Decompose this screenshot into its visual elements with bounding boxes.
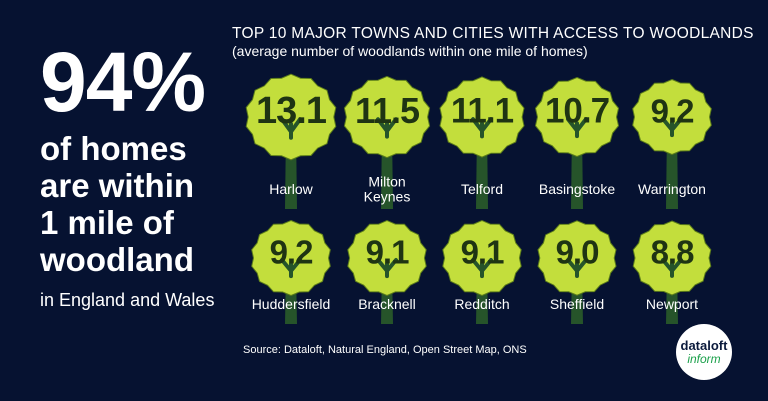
category-label: Bracknell	[358, 296, 416, 312]
tree-crown	[632, 78, 712, 156]
tree-mark: 9.0 Sheffield	[537, 220, 617, 324]
tree-crown	[245, 73, 337, 161]
headline-line: 1 mile of	[40, 204, 174, 241]
category-label: Huddersfield	[252, 296, 331, 312]
tree-crown	[534, 76, 620, 158]
category-label: Milton	[368, 174, 405, 190]
data-label: 11.5	[355, 90, 420, 131]
tree-mark: 8.8 Newport	[632, 220, 712, 324]
category-label: Warrington	[638, 181, 706, 197]
category-label: Telford	[461, 181, 503, 197]
headline-stat: 94%	[40, 35, 206, 129]
tree-branches	[661, 117, 683, 138]
source-text: Source: Dataloft, Natural England, Open …	[243, 344, 527, 356]
tree-crown	[251, 219, 331, 297]
data-label: 9.0	[556, 233, 599, 270]
tree-branches	[471, 117, 493, 139]
data-label: 9.2	[651, 92, 695, 129]
tree-mark: 13.1 Harlow	[245, 73, 337, 209]
tree-crown	[537, 220, 617, 296]
chart-subtitle: (average number of woodlands within one …	[232, 43, 588, 59]
tree-branches	[566, 258, 588, 279]
data-label: 10.7	[545, 92, 609, 131]
headline-line: woodland	[40, 241, 194, 278]
data-label: 9.2	[270, 233, 314, 270]
category-label: Newport	[646, 296, 698, 312]
tree-branches	[661, 257, 683, 278]
logo-submark: inform	[687, 352, 721, 366]
headline-line: of homes	[40, 130, 187, 167]
tree-crown	[442, 220, 522, 296]
data-label: 9.1	[366, 233, 410, 270]
category-label: Harlow	[269, 181, 313, 197]
tree-mark: 11.1 Telford	[439, 76, 525, 209]
chart-title: TOP 10 MAJOR TOWNS AND CITIES WITH ACCES…	[232, 25, 754, 42]
tree-mark: 9.2 Warrington	[632, 78, 712, 209]
tree-mark: 9.2 Huddersfield	[251, 219, 331, 324]
data-label: 11.1	[451, 92, 514, 131]
category-label: Sheffield	[550, 296, 604, 312]
category-label: Basingstoke	[539, 181, 615, 197]
tree-branches	[376, 117, 398, 139]
tree-branches	[566, 117, 588, 139]
tree-crown	[347, 220, 427, 296]
headline-line: are within	[40, 167, 195, 204]
logo-wordmark: dataloft	[680, 338, 728, 353]
tree-branches	[376, 258, 398, 279]
region-text: in England and Wales	[40, 290, 215, 310]
tree-mark: 9.1 Redditch	[442, 220, 522, 324]
tree-crown	[439, 76, 525, 158]
tree-branches	[280, 117, 302, 140]
tree-mark: 9.1 Bracknell	[347, 220, 427, 324]
headline-text: of homes are within 1 mile of woodland	[40, 130, 240, 278]
tree-branches	[280, 258, 302, 279]
tree-branches	[471, 258, 493, 279]
data-label: 9.1	[461, 233, 505, 270]
tree-crown	[632, 220, 712, 296]
data-label: 8.8	[651, 233, 695, 270]
dataloft-logo: dataloft inform	[676, 324, 732, 380]
category-label: Redditch	[454, 296, 509, 312]
tree-crown	[343, 75, 431, 159]
tree-mark: 10.7 Basingstoke	[534, 76, 620, 209]
category-label: Keynes	[364, 189, 411, 205]
data-label: 13.1	[256, 90, 327, 132]
